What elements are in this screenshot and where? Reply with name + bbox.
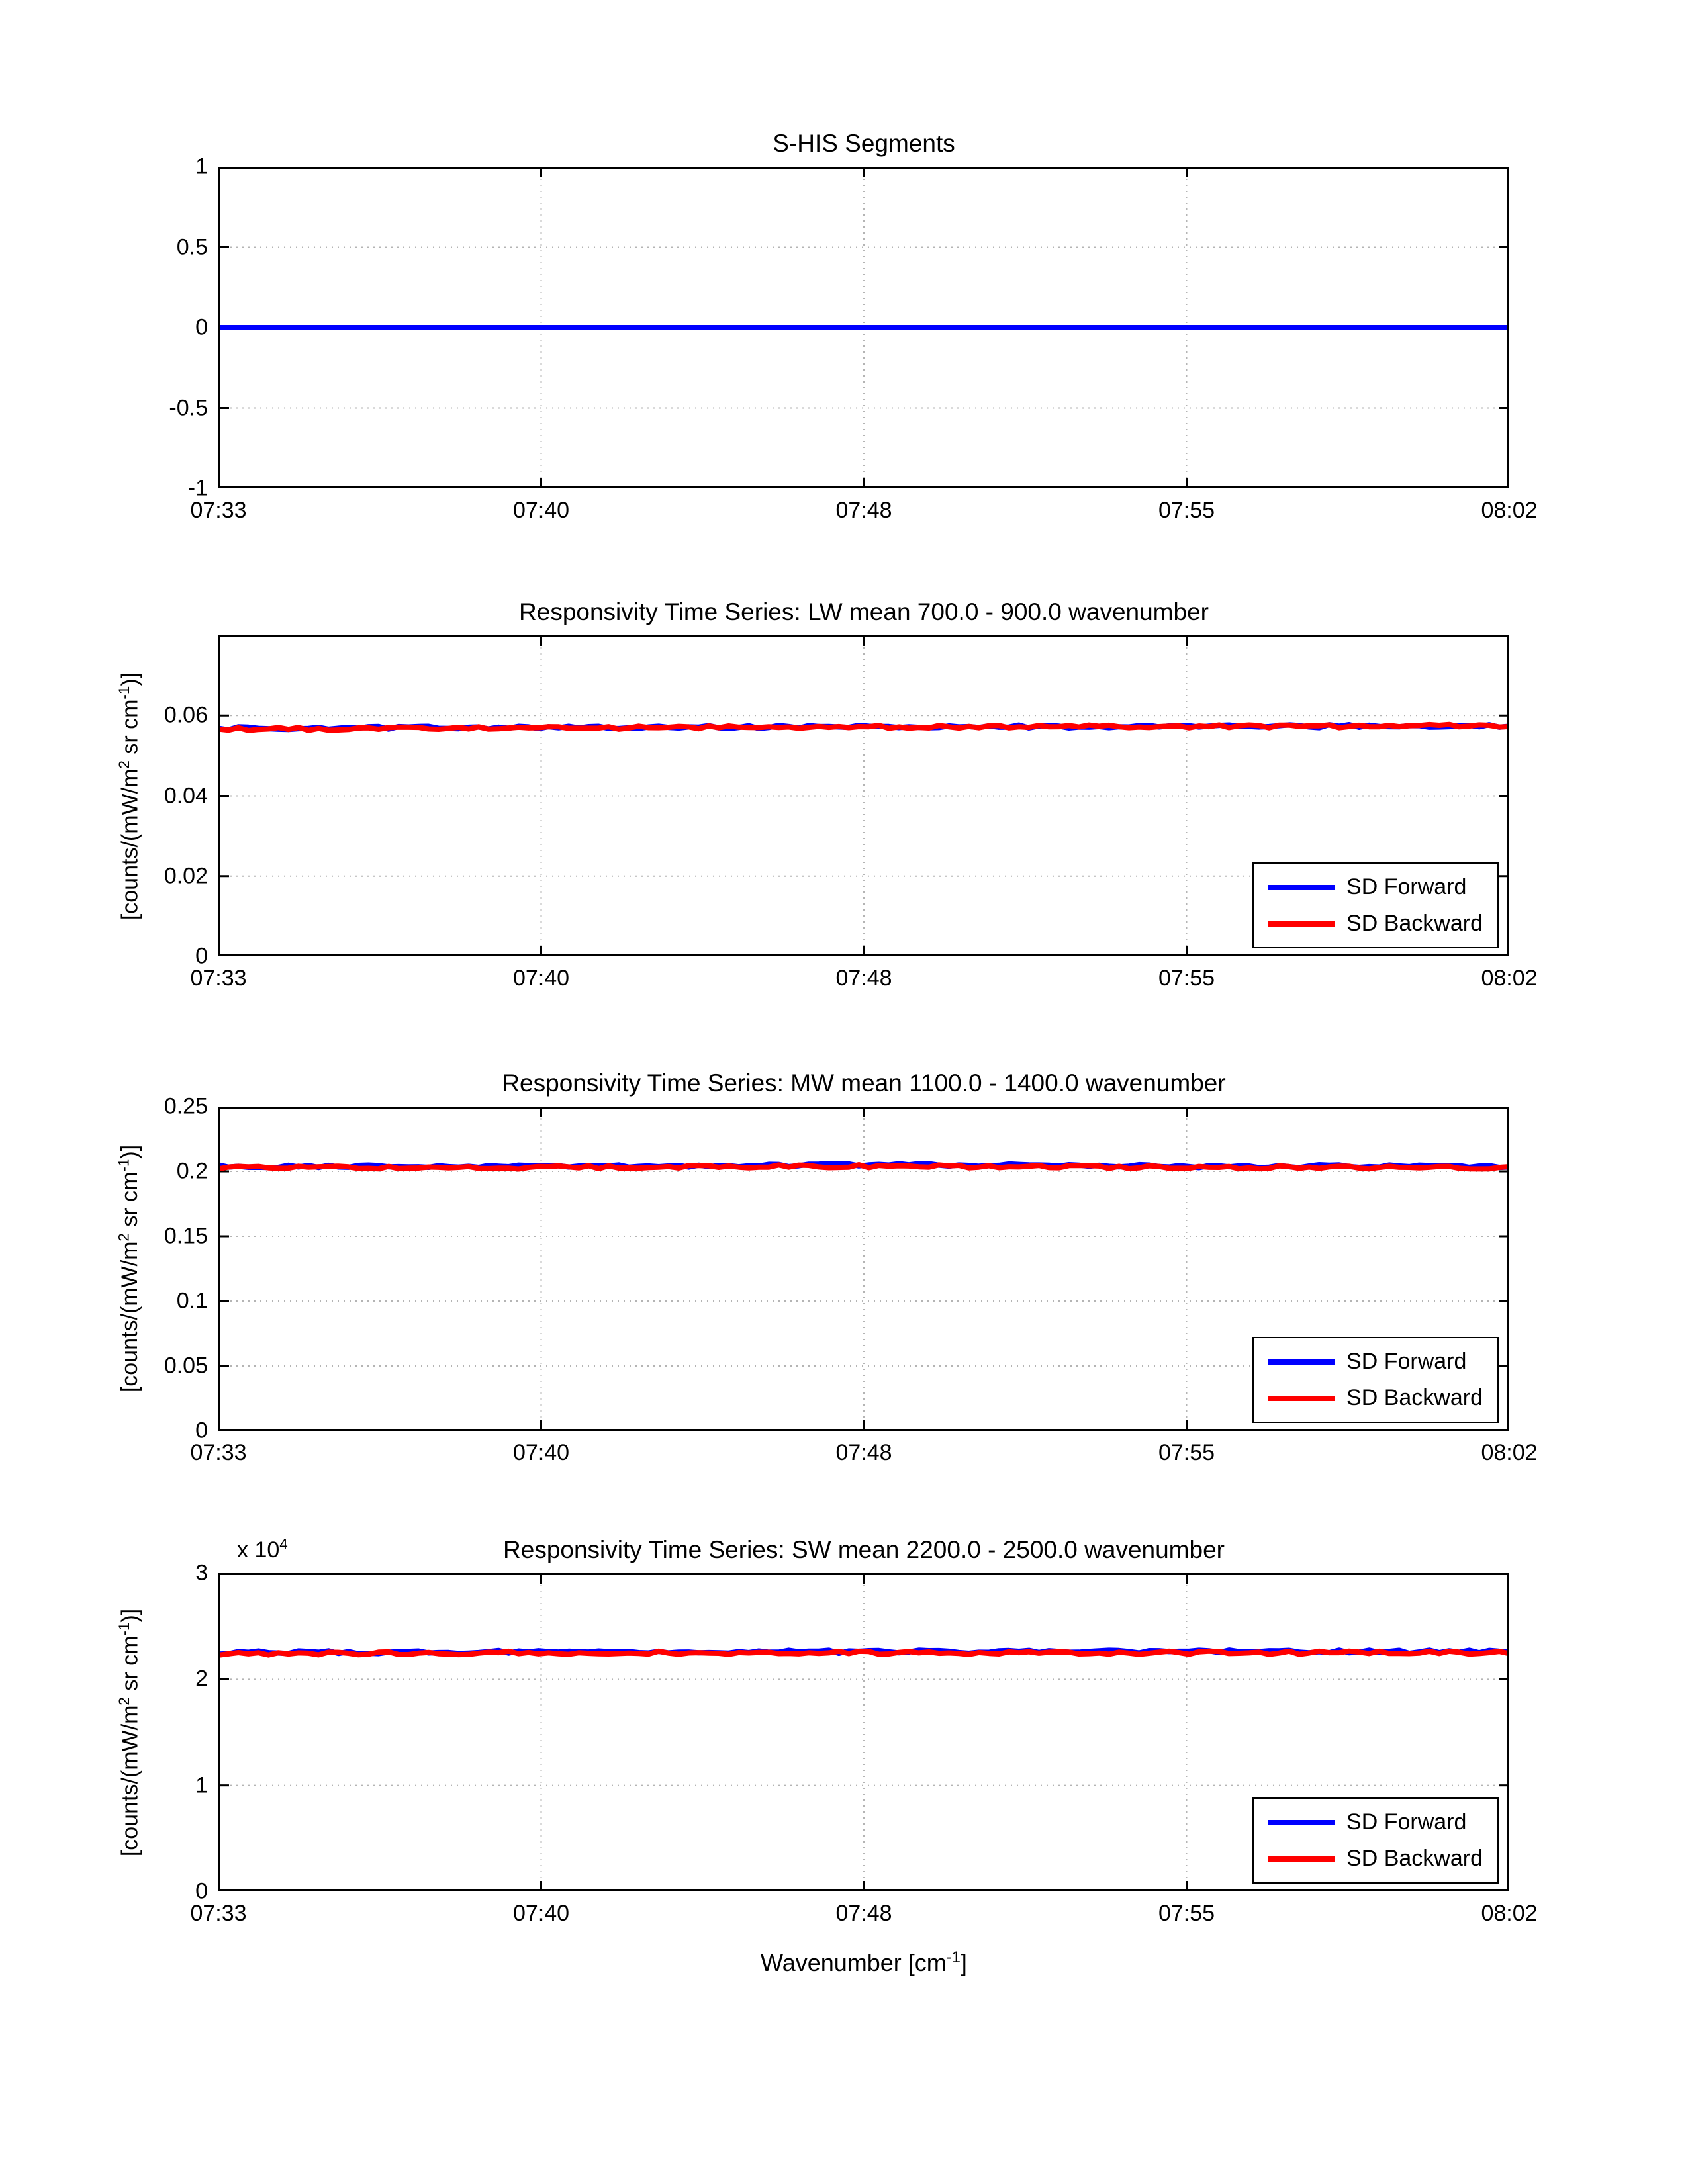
legend-entry-label: SD Forward [1346, 1809, 1467, 1835]
y-tick-label: 0.2 [176, 1158, 208, 1184]
legend-entry: SD Backward [1268, 911, 1483, 936]
y-axis-label-sup: -1 [115, 686, 132, 700]
legend-entry: SD Forward [1268, 1349, 1483, 1375]
y-tick-label: -0.5 [169, 395, 208, 420]
x-tick-label: 07:33 [190, 966, 247, 991]
legend-box: SD Forward SD Backward [1252, 862, 1499, 948]
legend-line-sample [1268, 1359, 1335, 1365]
x-tick-label: 08:02 [1481, 1440, 1538, 1465]
axes-box [218, 1107, 1509, 1431]
plot-area [218, 635, 1509, 956]
x-tick-label: 07:33 [190, 1901, 247, 1926]
plot-area [218, 167, 1509, 488]
y-tick-label: 0.04 [164, 783, 208, 808]
y-tick-label: 0.5 [176, 234, 208, 259]
legend-entry: SD Backward [1268, 1385, 1483, 1411]
legend-entry: SD Forward [1268, 874, 1483, 900]
gridlines [218, 1573, 1509, 1891]
x-axis-label-text: Wavenumber [cm [761, 1949, 947, 1976]
y-tick-label: 0.1 [176, 1288, 208, 1314]
y-axis-label-sup: 2 [115, 1233, 132, 1242]
legend-line-sample [1268, 1856, 1335, 1862]
x-tick-label: 07:40 [512, 966, 570, 991]
gridlines [218, 635, 1509, 956]
legend-line-sample [1268, 921, 1335, 927]
legend-line-sample [1268, 884, 1335, 890]
y-axis-label-sup: -1 [115, 1158, 132, 1172]
y-tick-label: 0 [195, 1878, 208, 1904]
series-line-sd-backward [218, 1162, 1509, 1172]
legend-line-sample [1268, 1395, 1335, 1401]
legend-entry-label: SD Forward [1346, 1349, 1467, 1374]
legend-entry: SD Forward [1268, 1809, 1483, 1835]
x-tick-label: 07:40 [512, 1440, 570, 1465]
chart-title-responsivity-lw: Responsivity Time Series: LW mean 700.0 … [519, 598, 1209, 625]
x-tick-label: 07:55 [1158, 966, 1215, 991]
x-axis-label-sup: -1 [946, 1948, 961, 1966]
legend-entry-label: SD Backward [1346, 1385, 1483, 1410]
legend-box: SD Forward SD Backward [1252, 1797, 1499, 1884]
x-axis-label-suffix: ] [960, 1949, 967, 1976]
x-tick-label: 07:40 [512, 1901, 570, 1926]
y-tick-label: 0 [195, 314, 208, 340]
legend-entry: SD Backward [1268, 1846, 1483, 1872]
x-tick-label: 07:40 [512, 498, 570, 523]
chart-responsivity-lw: Responsivity Time Series: LW mean 700.0 … [116, 598, 1538, 991]
axes-box [218, 635, 1509, 956]
y-tick-label: 1 [195, 1772, 208, 1798]
y-axis-label-sup: 2 [115, 1696, 132, 1706]
x-tick-label: 07:48 [835, 966, 892, 991]
x-tick-label: 08:02 [1481, 498, 1538, 523]
legend-entry-label: SD Forward [1346, 874, 1467, 899]
x-tick-label: 08:02 [1481, 1901, 1538, 1926]
y-tick-label: 1 [195, 154, 208, 179]
y-tick-label: 0.05 [164, 1353, 208, 1379]
axes-box [218, 167, 1509, 488]
chart-title-shis-segments: S-HIS Segments [773, 130, 955, 157]
chart-title-responsivity-sw: Responsivity Time Series: SW mean 2200.0… [503, 1536, 1225, 1563]
y-axis-exponent-label: x 104 [237, 1535, 288, 1563]
y-tick-label: 0 [195, 1418, 208, 1443]
chart-responsivity-mw: Responsivity Time Series: MW mean 1100.0… [116, 1069, 1538, 1465]
gridlines [218, 1107, 1509, 1431]
legend-entry-label: SD Backward [1346, 1846, 1483, 1871]
x-tick-label: 07:55 [1158, 1901, 1215, 1926]
plot-area [218, 1107, 1509, 1431]
y-tick-label: 3 [195, 1560, 208, 1586]
legend-line-sample [1268, 1819, 1335, 1825]
x-tick-label: 07:33 [190, 498, 247, 523]
x-axis-label: Wavenumber [cm-1] [218, 1949, 1509, 1977]
chart-responsivity-sw: Responsivity Time Series: SW mean 2200.0… [116, 1536, 1538, 1926]
series-line-sd-backward [218, 721, 1509, 733]
y-axis-label: [counts/(mW/m2 sr cm-1)] [115, 1144, 142, 1393]
legend-box: SD Forward SD Backward [1252, 1337, 1499, 1423]
y-axis-label-sup: -1 [115, 1622, 132, 1636]
y-tick-label: 0.06 [164, 702, 208, 728]
y-tick-label: 0.25 [164, 1093, 208, 1119]
y-tick-label: 0 [195, 943, 208, 969]
legend-entry-label: SD Backward [1346, 911, 1483, 936]
x-tick-label: 07:55 [1158, 498, 1215, 523]
series-line-sd-backward [218, 1648, 1509, 1658]
plot-area [218, 1573, 1509, 1891]
x-tick-label: 07:33 [190, 1440, 247, 1465]
y-tick-label: 0.02 [164, 863, 208, 889]
y-axis-label: [counts/(mW/m2 sr cm-1)] [115, 1608, 142, 1856]
chart-title-responsivity-mw: Responsivity Time Series: MW mean 1100.0… [502, 1069, 1226, 1097]
y-axis-exponent-sup: 4 [279, 1535, 288, 1553]
y-tick-label: 2 [195, 1666, 208, 1692]
x-tick-label: 07:48 [835, 1901, 892, 1926]
y-tick-label: -1 [187, 475, 208, 501]
x-tick-label: 07:48 [835, 498, 892, 523]
chart-shis-segments: S-HIS Segments 07:33 07:40 07:48 07:55 08:02… [169, 130, 1537, 523]
x-tick-label: 08:02 [1481, 966, 1538, 991]
y-axis-label-sup: 2 [115, 760, 132, 769]
x-tick-label: 07:55 [1158, 1440, 1215, 1465]
x-tick-label: 07:48 [835, 1440, 892, 1465]
axes-box [218, 1573, 1509, 1891]
y-axis-label: [counts/(mW/m2 sr cm-1)] [115, 672, 142, 920]
y-tick-label: 0.15 [164, 1223, 208, 1249]
